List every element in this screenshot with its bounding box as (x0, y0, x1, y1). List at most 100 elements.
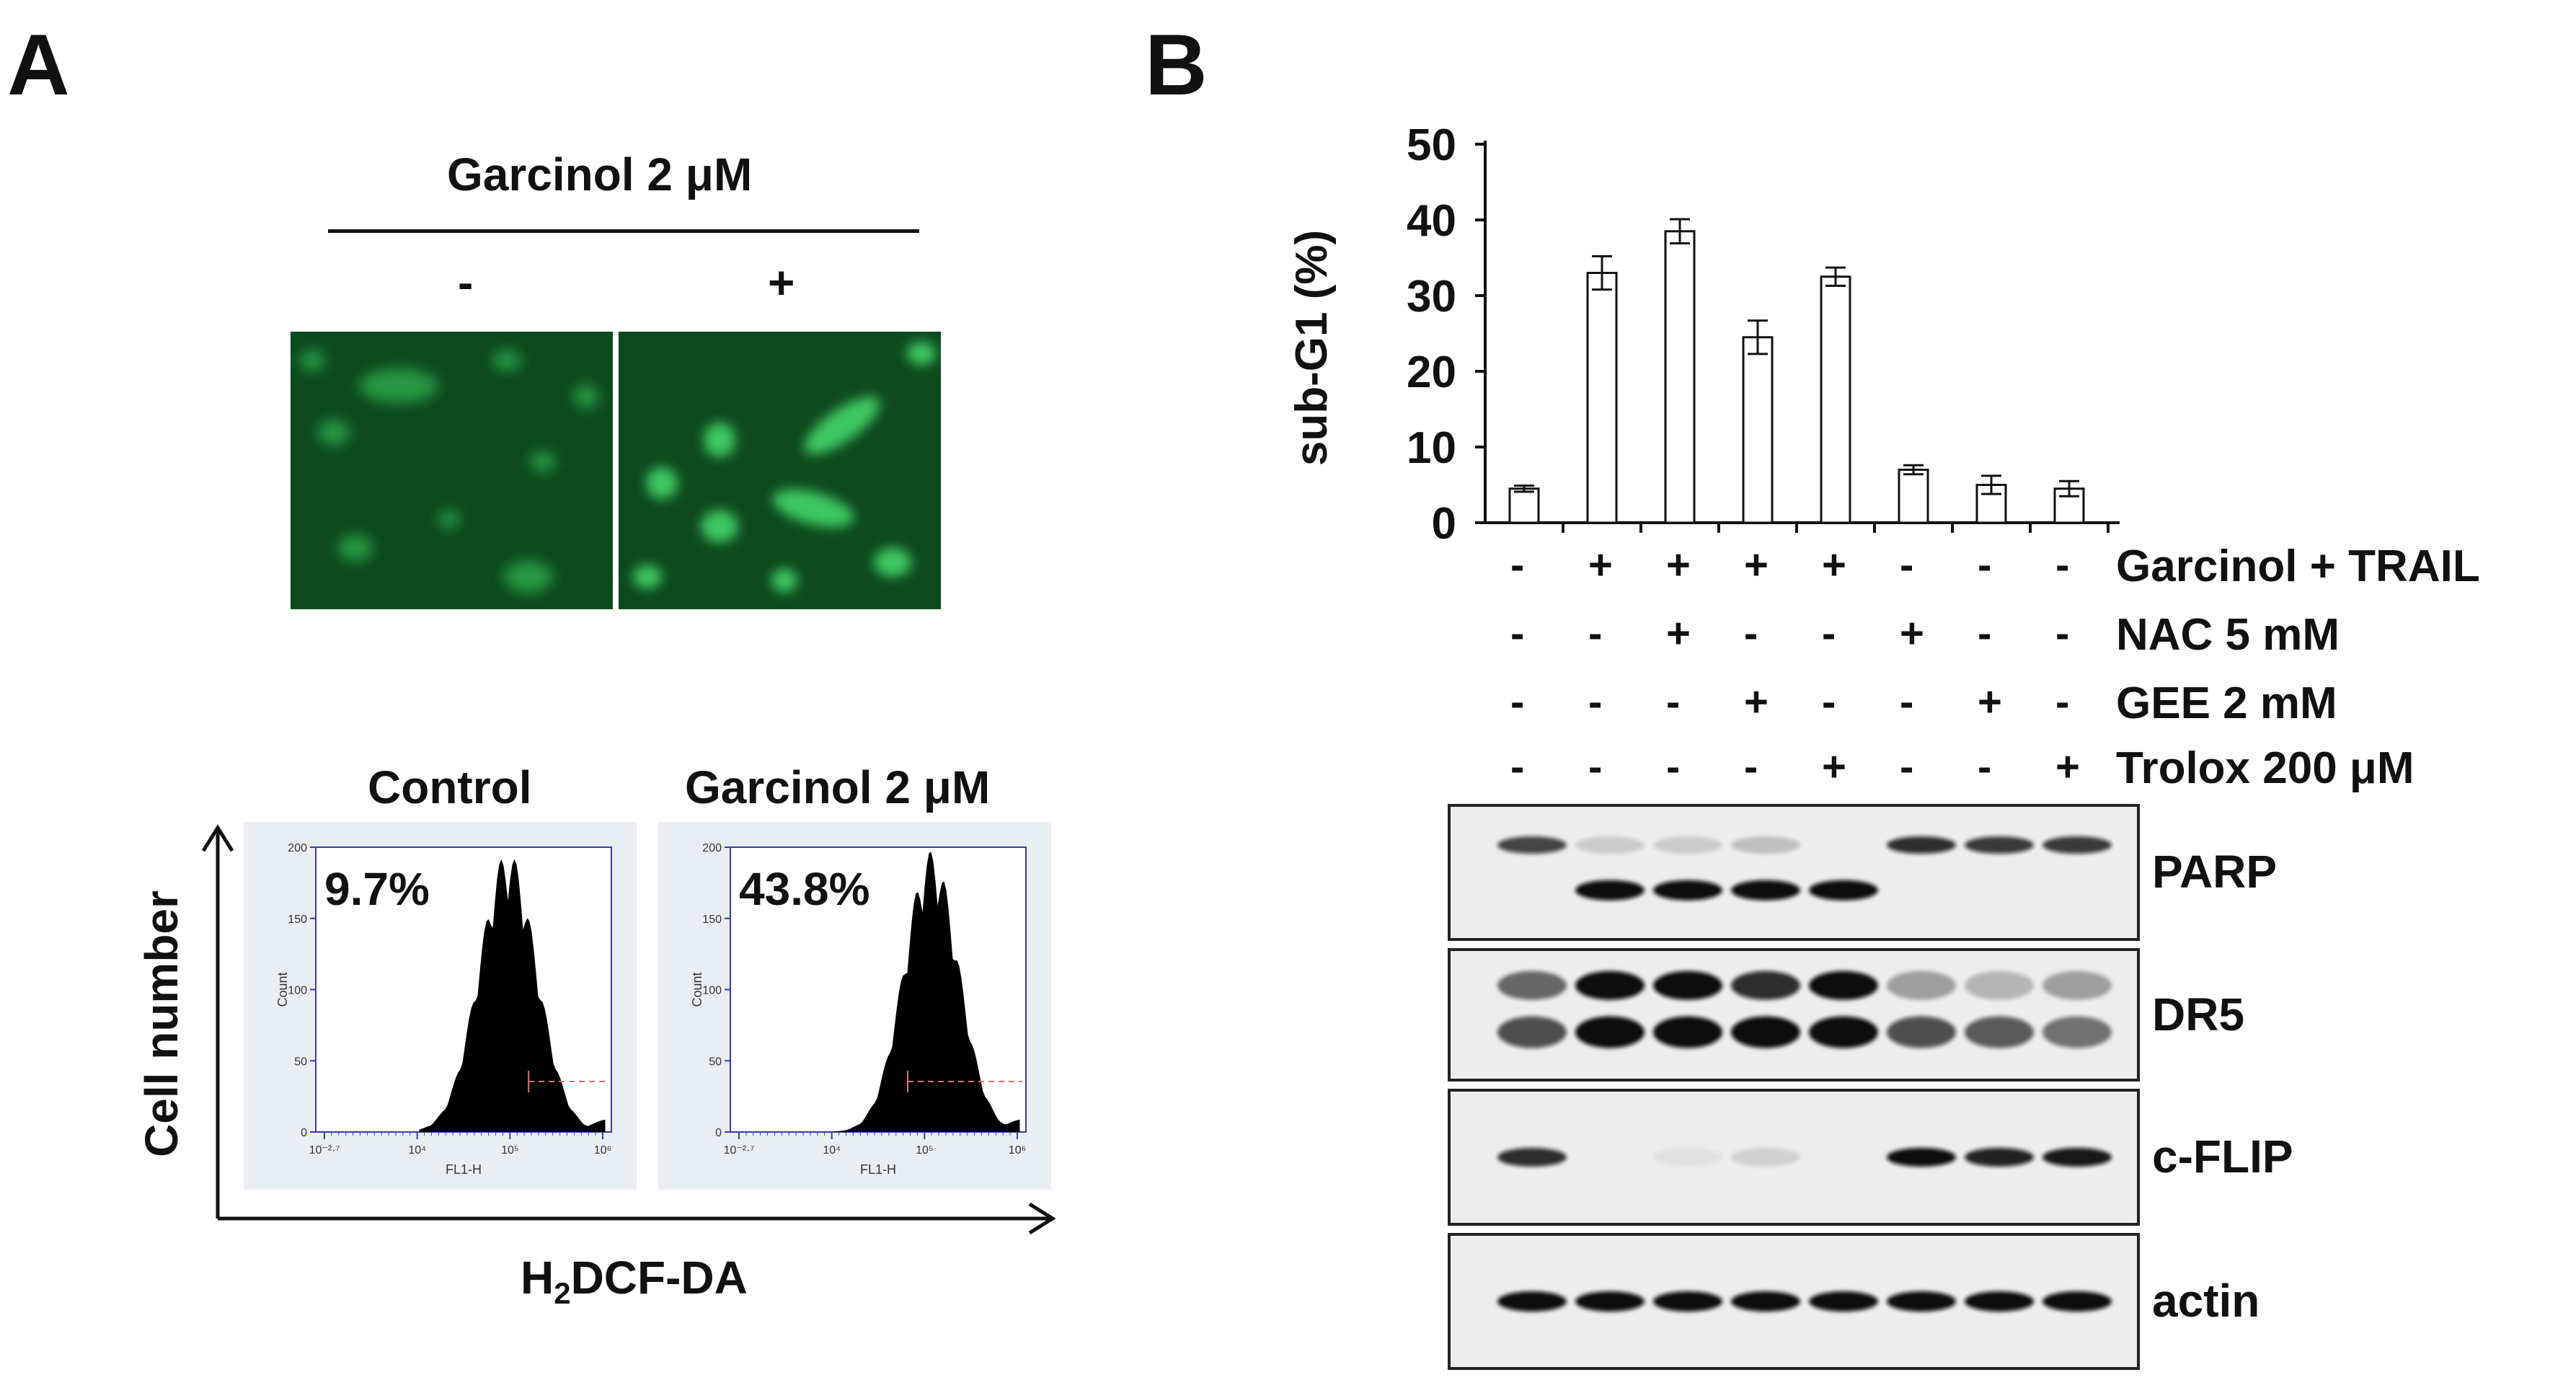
treatment-sign: + (1978, 678, 2002, 725)
panel-a-axis-arrows (202, 824, 1056, 1235)
panel-b-letter: B (1145, 17, 1208, 113)
histogram-control: 200 150 100 50 010⁻²·⁷ 10⁴ 10⁵ 10⁶ FL1-H Count 9.7… (244, 822, 637, 1190)
histogram-y-tick-label: 150 (288, 914, 307, 926)
treatment-sign: - (1588, 678, 1603, 725)
bar-chart-y-tick-label: 10 (1407, 423, 1456, 473)
blot-band (1887, 1016, 1956, 1048)
histogram-title-garcinol: Garcinol 2 μM (685, 761, 991, 813)
treatment-sign: - (1510, 610, 1525, 657)
histogram-title-control: Control (368, 761, 532, 813)
blot-frame (1448, 948, 2140, 1082)
treatment-sign: - (1900, 541, 1914, 588)
panel-a-letter: A (7, 17, 70, 113)
blot-band (1575, 1016, 1645, 1048)
treatment-sign: + (1744, 541, 1769, 588)
treatment-sign: - (1900, 678, 1914, 725)
treatment-sign: + (1822, 743, 1846, 790)
h2dcf-da-label-h: H (521, 1252, 554, 1304)
fluorescence-image-garcinol (619, 332, 941, 609)
histogram-y-tick-label: 0 (715, 1127, 722, 1139)
blot-band (1731, 1291, 1800, 1312)
blot-band (1809, 1291, 1878, 1312)
treatment-sign: - (1822, 678, 1836, 725)
histogram-x-tick-label: 10⁵ (916, 1144, 933, 1157)
sub-g1-bar-chart: 0 10 20 30 40 50 sub-G1 (%) (1287, 120, 2120, 549)
treatment-sign: - (2055, 610, 2070, 657)
treatment-sign: - (1822, 610, 1836, 657)
h2dcf-da-label-subscript: 2 (554, 1275, 571, 1310)
blot-band (1731, 880, 1800, 901)
treatment-sign: - (1666, 743, 1681, 790)
blot-label: actin (2152, 1275, 2260, 1327)
blot-label: c-FLIP (2152, 1131, 2293, 1182)
histogram-x-tick-label: 10⁻²·⁷ (724, 1144, 755, 1157)
blot-band (1731, 1148, 1800, 1167)
blot-band (1653, 836, 1722, 854)
histogram-percent-label: 9.7% (324, 863, 430, 915)
blot-band (2042, 1016, 2112, 1048)
histogram-y-tick-label: 100 (288, 985, 307, 997)
blot-band (1653, 1148, 1722, 1167)
histogram-y-tick-label: 200 (288, 842, 307, 854)
blot-band (1575, 880, 1645, 901)
treatment-row-label: Garcinol + TRAIL (2116, 541, 2480, 591)
blot-band (1731, 1016, 1800, 1048)
fluorescence-image-control (291, 332, 613, 609)
treatment-sign: - (2055, 541, 2070, 588)
treatment-sign: - (1978, 610, 1992, 657)
histogram-y-tick-label: 0 (301, 1127, 307, 1139)
western-blot-dr5 (1448, 948, 2140, 1082)
treatment-sign: + (2055, 743, 2080, 790)
blot-band (1497, 836, 1567, 854)
histogram-y-axis-label: Count (275, 972, 290, 1007)
treatment-sign: - (2055, 678, 2070, 725)
histogram-y-tick-label: 50 (294, 1056, 307, 1068)
blot-band (2042, 1291, 2112, 1312)
bar (1742, 336, 1774, 524)
treatment-sign: - (1510, 678, 1525, 725)
histogram-y-axis-label: Count (690, 972, 704, 1007)
blot-band (2042, 1148, 2112, 1167)
panel-a-plus-label: + (768, 257, 795, 309)
bar-chart-y-tick-label: 20 (1407, 348, 1456, 397)
treatment-sign: - (1744, 610, 1758, 657)
histogram-y-tick-label: 200 (702, 842, 722, 854)
blot-band (1497, 1291, 1567, 1312)
blot-band (1965, 1016, 2034, 1048)
bar (1586, 272, 1618, 524)
histogram-x-tick-label: 10⁵ (501, 1144, 518, 1157)
histogram-x-axis-label: FL1-H (446, 1162, 482, 1177)
treatment-sign: - (1900, 743, 1914, 790)
blot-band (1887, 1291, 1956, 1312)
panel-a-treatment-header: Garcinol 2 μM (447, 149, 753, 200)
bar-chart-y-tick-label: 50 (1407, 120, 1456, 170)
treatment-sign: + (1666, 541, 1691, 588)
blot-label: PARP (2152, 846, 2278, 898)
blot-band (1497, 1148, 1567, 1167)
treatment-sign: - (1744, 743, 1758, 790)
bar-chart-y-axis-label: sub-G1 (%) (1287, 230, 1337, 466)
blot-band (1653, 1291, 1722, 1312)
bar (1898, 469, 1929, 524)
treatment-sign: - (1978, 541, 1992, 588)
blot-band (1731, 836, 1800, 854)
histogram-x-tick-label: 10⁶ (594, 1144, 611, 1157)
histogram-x-tick-label: 10⁶ (1009, 1144, 1026, 1157)
blot-band (1731, 970, 1800, 1000)
blot-band (1653, 970, 1722, 1000)
blot-frame (1448, 804, 2140, 941)
western-blot-parp (1448, 804, 2140, 941)
blot-band (1887, 836, 1956, 854)
bar-chart-y-tick-label: 30 (1407, 272, 1456, 322)
blot-band (2042, 970, 2112, 1000)
blot-band (1653, 1016, 1722, 1048)
treatment-row-label: NAC 5 mM (2116, 610, 2340, 660)
treatment-sign: - (1510, 541, 1525, 588)
blot-band (1809, 970, 1878, 1000)
treatment-sign: + (1822, 541, 1846, 588)
h2dcf-da-label-rest: DCF-DA (570, 1252, 748, 1304)
blot-band (1653, 880, 1722, 901)
treatment-sign: + (1744, 678, 1769, 725)
blot-band (1575, 970, 1645, 1000)
treatment-sign: - (1510, 743, 1525, 790)
